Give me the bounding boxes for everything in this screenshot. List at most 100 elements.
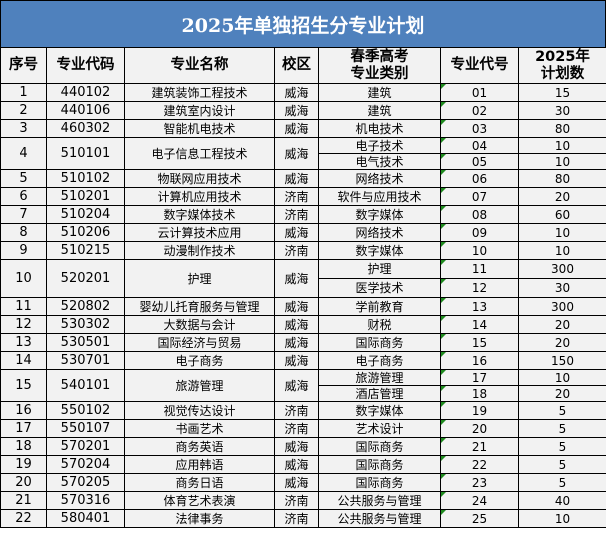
major-name: 婴幼儿托育服务与管理 — [124, 297, 275, 316]
campus: 济南 — [274, 187, 319, 206]
row-number: 6 — [0, 187, 47, 206]
exam-category: 财税 — [318, 315, 441, 334]
exam-category: 学前教育 — [318, 297, 441, 316]
exam-category: 数字媒体 — [318, 205, 441, 224]
campus: 威海 — [274, 333, 319, 352]
plan-count: 20 — [518, 385, 606, 402]
major-id: 18 — [440, 385, 519, 402]
row-number: 13 — [0, 333, 47, 352]
major-name: 云计算技术应用 — [124, 223, 275, 242]
exam-category: 公共服务与管理 — [318, 491, 441, 510]
exam-category: 网络技术 — [318, 169, 441, 188]
major-name: 应用韩语 — [124, 455, 275, 474]
major-name: 建筑装饰工程技术 — [124, 83, 275, 102]
row-number: 2 — [0, 101, 47, 120]
header-row: 序号 专业代码 专业名称 校区 春季高考 专业类别 专业代号 2025年 计划数 — [0, 47, 606, 84]
campus: 威海 — [274, 169, 319, 188]
header-plan: 2025年 计划数 — [518, 47, 606, 84]
major-id: 24 — [440, 491, 519, 510]
plan-count: 300 — [518, 259, 606, 279]
exam-category: 数字媒体 — [318, 241, 441, 260]
major-id: 15 — [440, 333, 519, 352]
exam-category: 国际商务 — [318, 333, 441, 352]
major-name: 旅游管理 — [124, 369, 275, 402]
major-code: 510102 — [46, 169, 125, 188]
table-row: 9 510215 动漫制作技术 济南 数字媒体 10 10 — [0, 241, 606, 260]
major-code: 530302 — [46, 315, 125, 334]
major-id: 05 — [440, 153, 519, 170]
row-number: 11 — [0, 297, 47, 316]
major-id: 08 — [440, 205, 519, 224]
table-row: 18 570201 商务英语 威海 国际商务 21 5 — [0, 437, 606, 456]
table-row: 12 530302 大数据与会计 威海 财税 14 20 — [0, 315, 606, 334]
plan-count: 10 — [518, 223, 606, 242]
exam-category: 酒店管理 — [318, 385, 441, 402]
table-row: 10 520201 护理 威海 护理 11 300 — [0, 259, 606, 298]
major-id: 23 — [440, 473, 519, 492]
major-id: 10 — [440, 241, 519, 260]
exam-category: 软件与应用技术 — [318, 187, 441, 206]
major-code: 570201 — [46, 437, 125, 456]
header-code: 专业代码 — [46, 47, 125, 84]
row-number: 12 — [0, 315, 47, 334]
major-id: 12 — [440, 278, 519, 298]
major-code: 510204 — [46, 205, 125, 224]
major-id: 03 — [440, 119, 519, 138]
campus: 济南 — [274, 491, 319, 510]
major-id: 19 — [440, 401, 519, 420]
plan-count: 60 — [518, 205, 606, 224]
major-name: 智能机电技术 — [124, 119, 275, 138]
campus: 威海 — [274, 83, 319, 102]
table-row: 22 580401 法律事务 济南 公共服务与管理 25 10 — [0, 509, 606, 528]
plan-count: 10 — [518, 369, 606, 386]
row-number: 4 — [0, 137, 47, 170]
major-name: 动漫制作技术 — [124, 241, 275, 260]
plan-count: 300 — [518, 297, 606, 316]
major-name: 大数据与会计 — [124, 315, 275, 334]
table-row: 13 530501 国际经济与贸易 威海 国际商务 15 20 — [0, 333, 606, 352]
major-code: 510215 — [46, 241, 125, 260]
table-row: 1 440102 建筑装饰工程技术 威海 建筑 01 15 — [0, 83, 606, 102]
plan-count: 10 — [518, 153, 606, 170]
table-row: 14 530701 电子商务 威海 电子商务 16 150 — [0, 351, 606, 370]
major-name: 商务日语 — [124, 473, 275, 492]
row-number: 20 — [0, 473, 47, 492]
major-id: 06 — [440, 169, 519, 188]
table-row: 11 520802 婴幼儿托育服务与管理 威海 学前教育 13 300 — [0, 297, 606, 316]
campus: 威海 — [274, 455, 319, 474]
campus: 威海 — [274, 223, 319, 242]
plan-count: 40 — [518, 491, 606, 510]
campus: 威海 — [274, 101, 319, 120]
major-id: 02 — [440, 101, 519, 120]
row-number: 18 — [0, 437, 47, 456]
row-number: 3 — [0, 119, 47, 138]
table-row: 8 510206 云计算技术应用 威海 网络技术 09 10 — [0, 223, 606, 242]
major-code: 520201 — [46, 259, 125, 298]
major-code: 520802 — [46, 297, 125, 316]
plan-count: 150 — [518, 351, 606, 370]
plan-count: 5 — [518, 473, 606, 492]
plan-count: 20 — [518, 333, 606, 352]
header-name: 专业名称 — [124, 47, 275, 84]
major-id: 17 — [440, 369, 519, 386]
campus: 威海 — [274, 297, 319, 316]
table-row: 医学技术 12 30 — [1, 278, 606, 298]
exam-category: 电子商务 — [318, 351, 441, 370]
plan-count: 5 — [518, 419, 606, 438]
major-id: 21 — [440, 437, 519, 456]
major-code: 570204 — [46, 455, 125, 474]
row-number: 17 — [0, 419, 47, 438]
major-name: 电子信息工程技术 — [124, 137, 275, 170]
exam-category: 国际商务 — [318, 473, 441, 492]
exam-category: 数字媒体 — [318, 401, 441, 420]
major-code: 580401 — [46, 509, 125, 528]
table-row: 7 510204 数字媒体技术 济南 数字媒体 08 60 — [0, 205, 606, 224]
exam-category: 电子技术 — [318, 137, 441, 154]
header-no: 序号 — [0, 47, 47, 84]
header-campus: 校区 — [274, 47, 319, 84]
major-id: 01 — [440, 83, 519, 102]
plan-count: 5 — [518, 401, 606, 420]
major-name: 护理 — [124, 259, 275, 298]
major-name: 电子商务 — [124, 351, 275, 370]
major-id: 04 — [440, 137, 519, 154]
